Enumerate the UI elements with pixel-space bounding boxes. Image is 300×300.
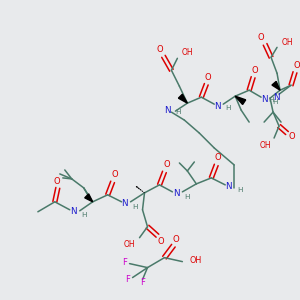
Text: O: O: [157, 237, 164, 246]
Text: N: N: [225, 182, 232, 191]
Text: O: O: [294, 61, 300, 70]
Text: O: O: [156, 45, 163, 54]
Text: OH: OH: [282, 38, 294, 47]
Text: N: N: [173, 189, 180, 198]
Text: F: F: [140, 278, 145, 287]
Text: N: N: [273, 93, 279, 102]
Text: H: H: [225, 105, 231, 111]
Text: F: F: [122, 258, 127, 267]
Text: N: N: [214, 102, 220, 111]
Text: O: O: [289, 131, 295, 140]
Text: H: H: [82, 212, 87, 218]
Text: O: O: [163, 160, 170, 169]
Text: O: O: [53, 177, 60, 186]
Text: F: F: [125, 275, 130, 284]
Text: OH: OH: [182, 48, 193, 57]
Text: OH: OH: [124, 240, 136, 249]
Text: N: N: [121, 199, 128, 208]
Text: H: H: [184, 194, 190, 200]
Text: O: O: [215, 154, 222, 163]
Text: N: N: [261, 95, 267, 104]
Polygon shape: [85, 194, 93, 202]
Polygon shape: [272, 81, 280, 90]
Text: O: O: [172, 235, 179, 244]
Text: O: O: [252, 66, 258, 75]
Text: OH: OH: [189, 256, 202, 265]
Text: H: H: [133, 204, 138, 210]
Text: N: N: [164, 106, 171, 115]
Polygon shape: [235, 96, 246, 104]
Text: O: O: [205, 73, 211, 82]
Polygon shape: [178, 94, 188, 103]
Text: O: O: [111, 170, 118, 179]
Text: OH: OH: [260, 140, 271, 149]
Text: H: H: [268, 97, 274, 103]
Text: N: N: [70, 207, 77, 216]
Text: H: H: [272, 99, 278, 105]
Text: O: O: [258, 33, 264, 42]
Text: H: H: [176, 109, 181, 115]
Text: H: H: [237, 187, 243, 193]
